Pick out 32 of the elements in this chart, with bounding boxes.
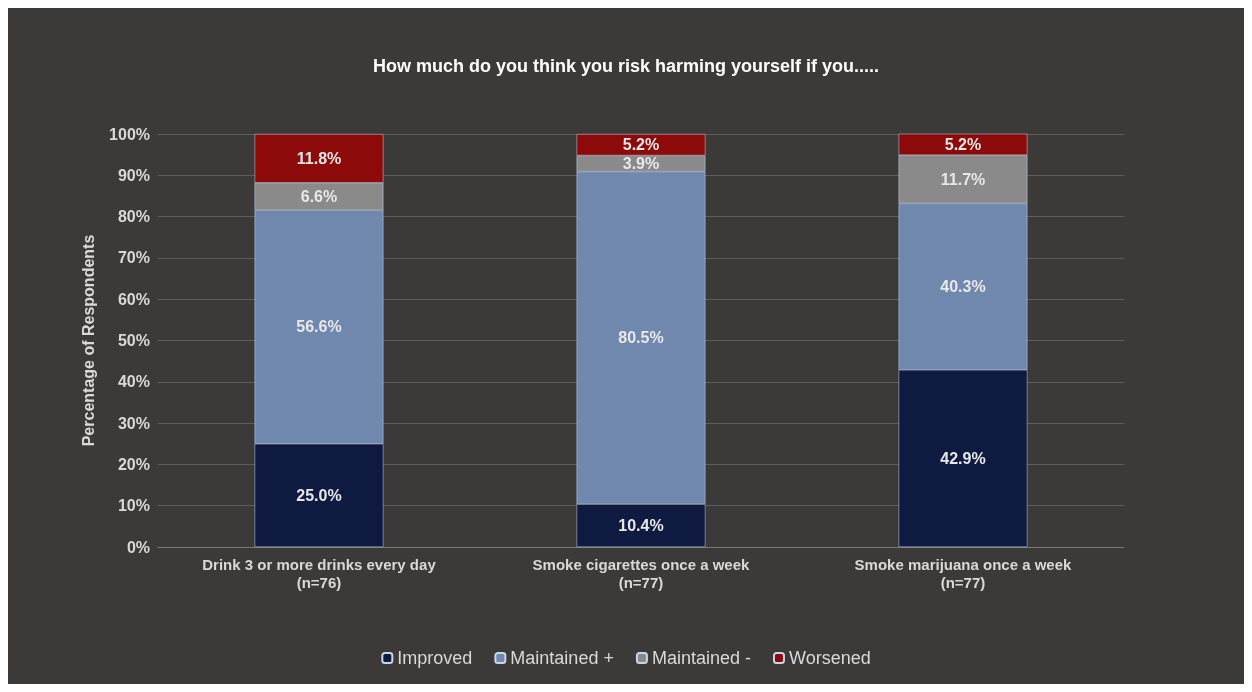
data-label: 3.9% (622, 155, 660, 173)
legend-label: Improved (397, 648, 473, 668)
y-tick-label: 50% (117, 332, 150, 349)
data-label: 11.8% (296, 149, 342, 167)
x-tick-label: Smoke marijuana once a week (n=77) (854, 555, 1073, 591)
y-tick-label: 100% (109, 125, 150, 143)
y-tick-label: 70% (117, 249, 150, 267)
y-tick-label: 0% (126, 538, 150, 556)
y-tick-label: 60% (117, 290, 150, 308)
y-tick-label: 10% (117, 497, 150, 515)
y-tick-label: 40% (117, 373, 150, 391)
data-label: 40.3% (940, 278, 986, 296)
y-tick-label: 80% (117, 208, 150, 226)
data-label: 42.9% (940, 449, 986, 467)
legend-label: Maintained + (510, 648, 614, 668)
data-label: 11.7% (940, 170, 986, 188)
legend-label: Maintained - (651, 648, 751, 668)
x-tick-label: Drink 3 or more drinks every day (n=76) (202, 555, 437, 591)
data-label: 80.5% (618, 329, 664, 347)
data-label: 5.2% (944, 135, 982, 153)
x-tick-label: Smoke cigarettes once a week (n=77) (532, 555, 751, 591)
data-label: 25.0% (296, 486, 342, 504)
data-label: 5.2% (622, 136, 660, 154)
legend-label: Worsened (788, 648, 871, 668)
y-tick-label: 20% (117, 455, 150, 473)
data-label: 6.6% (300, 187, 338, 205)
data-label: 10.4% (618, 517, 664, 535)
chart-title: How much do you think you risk harming yourself if you..... (372, 56, 880, 76)
data-label: 56.6% (296, 318, 342, 336)
y-tick-label: 90% (117, 166, 150, 184)
y-axis-title: Percentage of Respondents (79, 234, 97, 447)
y-tick-label: 30% (117, 414, 150, 432)
